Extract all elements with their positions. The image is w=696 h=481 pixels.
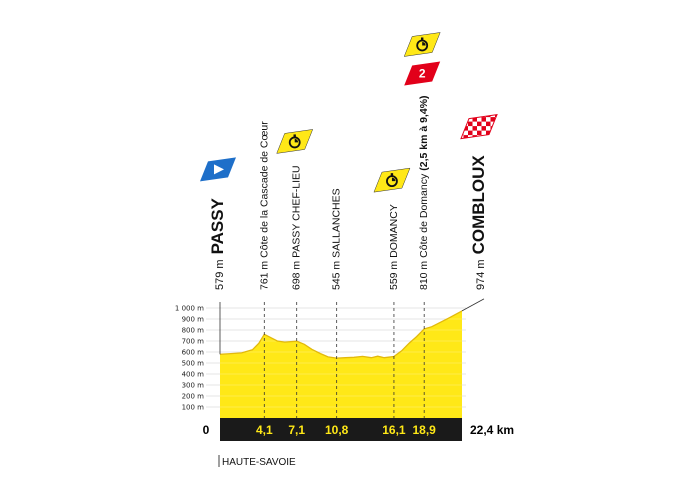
marker-label: 810 mCôte de Domancy(2,5 km à 9,4%) (418, 95, 430, 290)
region-note: HAUTE-SAVOIE (218, 455, 296, 468)
km-label: 16,1 (382, 423, 406, 437)
elevation-profile-ridge (219, 310, 463, 359)
timing-flag-icon (373, 167, 411, 193)
km-end-label: 22,4 km (470, 423, 514, 437)
stopwatch-icon (288, 134, 301, 149)
stopwatch-icon (386, 173, 398, 188)
y-tick-label: 300 m (182, 382, 205, 390)
category-label: 2 (419, 66, 426, 80)
km-label: 10,8 (325, 423, 349, 437)
distance-labels: 0 22,4 km 4,1 7,1 10,8 16,1 18,9 (203, 423, 514, 437)
stopwatch-icon (416, 37, 429, 52)
km-start-label: 0 (203, 423, 210, 437)
km-label: 18,9 (413, 423, 437, 437)
elevation-profile-area (220, 310, 462, 418)
y-tick-label: 600 m (182, 349, 205, 357)
y-tick-label: 500 m (182, 360, 205, 368)
distance-bar (220, 418, 462, 441)
play-arrow-icon (214, 164, 224, 175)
y-axis-labels: 1 000 m 900 m 800 m 700 m 600 m 500 m 400 m 300… (175, 305, 204, 412)
marker-label: 559 mDOMANCY (388, 204, 400, 290)
finish-label: 974 mCOMBLOUX (469, 155, 488, 290)
marker-lines (219, 298, 485, 422)
timing-flag-icon (403, 32, 441, 57)
y-tick-label: 200 m (182, 393, 205, 401)
km-label: 4,1 (256, 423, 273, 437)
marker-label: 545 mSALLANCHES (331, 188, 343, 290)
finish-leader-line (461, 298, 485, 312)
marker-label: 698 mPASSY CHEF-LIEU (291, 165, 303, 290)
y-tick-label: 1 000 m (175, 305, 204, 313)
y-tick-label: 100 m (182, 404, 205, 412)
marker-flags: 2 (200, 32, 498, 193)
finish-flag-icon (460, 113, 498, 140)
category-flag-icon: 2 (404, 61, 441, 86)
marker-labels: 579 mPASSY 761 mCôte de la Cascade de Cœu… (208, 95, 488, 290)
timing-flag-icon (276, 129, 314, 154)
start-label: 579 mPASSY (208, 197, 227, 290)
marker-label: 761 mCôte de la Cascade de Cœur (258, 121, 270, 290)
y-tick-label: 400 m (182, 371, 205, 379)
km-label: 7,1 (288, 423, 305, 437)
region-label: HAUTE-SAVOIE (222, 457, 296, 468)
y-tick-label: 700 m (182, 338, 205, 346)
start-flag-icon (200, 157, 236, 182)
y-tick-label: 900 m (182, 316, 205, 324)
y-tick-label: 800 m (182, 327, 205, 335)
